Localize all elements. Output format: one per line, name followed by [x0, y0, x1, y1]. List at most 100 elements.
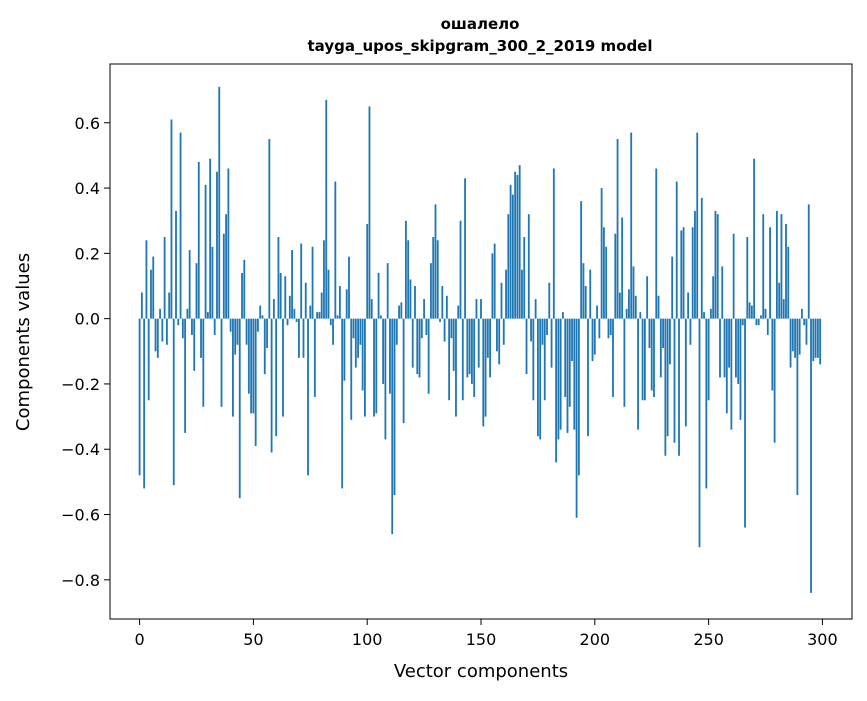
- bar: [143, 318, 146, 489]
- bar: [191, 318, 193, 335]
- x-tick-label: 250: [693, 630, 724, 649]
- bar: [455, 318, 457, 417]
- bar: [318, 312, 321, 319]
- bar: [491, 253, 494, 319]
- bar: [250, 318, 253, 414]
- x-axis-label: Vector components: [394, 661, 568, 682]
- chart-subtitle: tayga_upos_skipgram_300_2_2019 model: [308, 37, 653, 55]
- bar: [177, 318, 180, 326]
- bar: [500, 282, 503, 319]
- bar: [222, 233, 225, 319]
- bar: [439, 318, 441, 322]
- bar: [407, 240, 410, 319]
- bar: [723, 318, 726, 378]
- bar: [714, 210, 717, 319]
- bar: [703, 312, 705, 319]
- y-tick-label: −0.2: [61, 375, 100, 394]
- bar: [771, 318, 774, 391]
- bar: [518, 165, 521, 319]
- bar: [373, 318, 375, 417]
- bar: [188, 250, 191, 319]
- bar: [532, 318, 535, 401]
- bar: [170, 119, 173, 319]
- x-tick-label: 150: [466, 630, 497, 649]
- bar: [700, 197, 703, 319]
- bar: [612, 318, 614, 397]
- bar: [147, 318, 150, 401]
- bar: [675, 181, 678, 319]
- bar: [400, 302, 403, 319]
- bar: [364, 318, 366, 417]
- bar: [172, 318, 175, 486]
- bar: [628, 289, 630, 319]
- bar: [156, 318, 159, 358]
- bar: [559, 318, 562, 430]
- bar: [270, 318, 273, 453]
- bar: [511, 194, 514, 319]
- bar: [530, 318, 532, 342]
- bar-series: [138, 86, 822, 593]
- x-tick-label: 300: [807, 630, 838, 649]
- bar: [659, 318, 662, 378]
- bar: [484, 318, 487, 417]
- bar: [739, 318, 742, 420]
- bar: [785, 223, 787, 319]
- bar: [229, 318, 232, 332]
- bar: [186, 308, 189, 319]
- bar: [598, 318, 601, 339]
- bar: [719, 318, 721, 378]
- bar: [232, 318, 234, 417]
- bar: [709, 308, 712, 319]
- bar: [200, 318, 202, 358]
- bar: [291, 250, 293, 319]
- bar: [159, 308, 161, 319]
- bar: [316, 312, 319, 319]
- bar: [573, 318, 576, 430]
- bar: [591, 318, 594, 362]
- bar: [641, 318, 644, 401]
- y-tick-label: 0.2: [75, 244, 100, 263]
- bar: [684, 318, 687, 427]
- bar: [313, 318, 316, 397]
- bar: [791, 318, 794, 352]
- bar: [468, 318, 471, 375]
- bar: [295, 318, 298, 322]
- bar: [436, 240, 439, 319]
- bar: [562, 312, 564, 319]
- bar: [557, 318, 560, 440]
- bar: [502, 318, 505, 345]
- bar: [566, 318, 569, 433]
- bar: [775, 210, 778, 319]
- y-axis-ticks: −0.8 −0.6 −0.4 −0.2 0.0 0.2 0.4 0.6: [61, 114, 110, 590]
- bar: [580, 201, 583, 319]
- bar: [288, 295, 291, 319]
- bar: [496, 318, 498, 352]
- bar: [816, 318, 819, 358]
- bar: [384, 318, 387, 440]
- bar: [277, 237, 280, 319]
- bar: [637, 318, 639, 430]
- bar: [345, 289, 348, 319]
- bar: [593, 318, 596, 355]
- bar: [807, 204, 810, 319]
- bar: [252, 318, 255, 414]
- bar: [616, 139, 619, 319]
- bar: [348, 256, 350, 319]
- bar: [309, 305, 312, 319]
- bar: [728, 318, 730, 368]
- bar: [603, 227, 605, 319]
- bar: [461, 318, 464, 401]
- bar: [575, 318, 578, 518]
- bar: [550, 318, 553, 368]
- bar: [705, 318, 708, 489]
- bar: [744, 318, 746, 528]
- bar: [475, 299, 478, 319]
- bar: [466, 318, 469, 378]
- bar: [762, 214, 765, 319]
- bar: [238, 318, 241, 499]
- bar: [300, 243, 303, 319]
- bar: [341, 318, 344, 489]
- bar: [334, 181, 337, 319]
- bar: [514, 171, 517, 319]
- y-axis-label: Components values: [13, 253, 34, 431]
